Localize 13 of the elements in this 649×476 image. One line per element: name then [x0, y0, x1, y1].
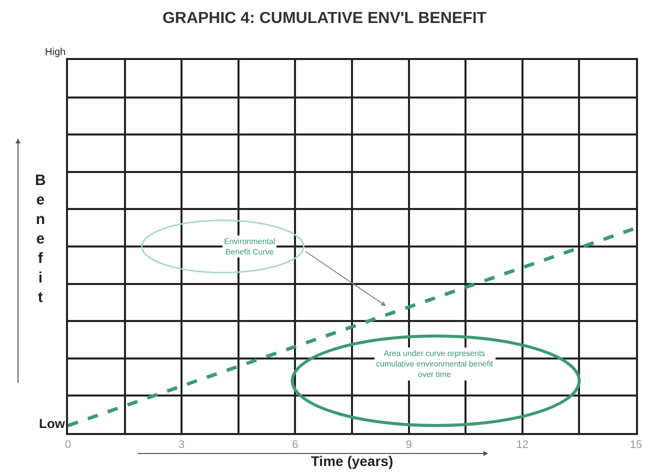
x-axis-title: Time (years)	[310, 453, 394, 469]
x-tick-label: 3	[178, 439, 185, 452]
annotation: Area under curve represents cumulative environmental benefit over time	[376, 349, 494, 379]
chart-title: GRAPHIC 4: CUMULATIVE ENV'L BENEFIT	[162, 10, 487, 28]
annotation: Environmental Benefit Curve	[224, 237, 276, 256]
text: Low	[39, 416, 66, 431]
x-tick-label: 12	[516, 439, 529, 452]
x-tick-label: 9	[406, 439, 412, 452]
y-axis-title: Benefit	[35, 172, 46, 306]
x-tick-label: 0	[64, 439, 72, 452]
text: High	[45, 47, 66, 58]
x-tick-label: 15	[630, 439, 642, 452]
x-tick-label: 6	[292, 439, 298, 452]
